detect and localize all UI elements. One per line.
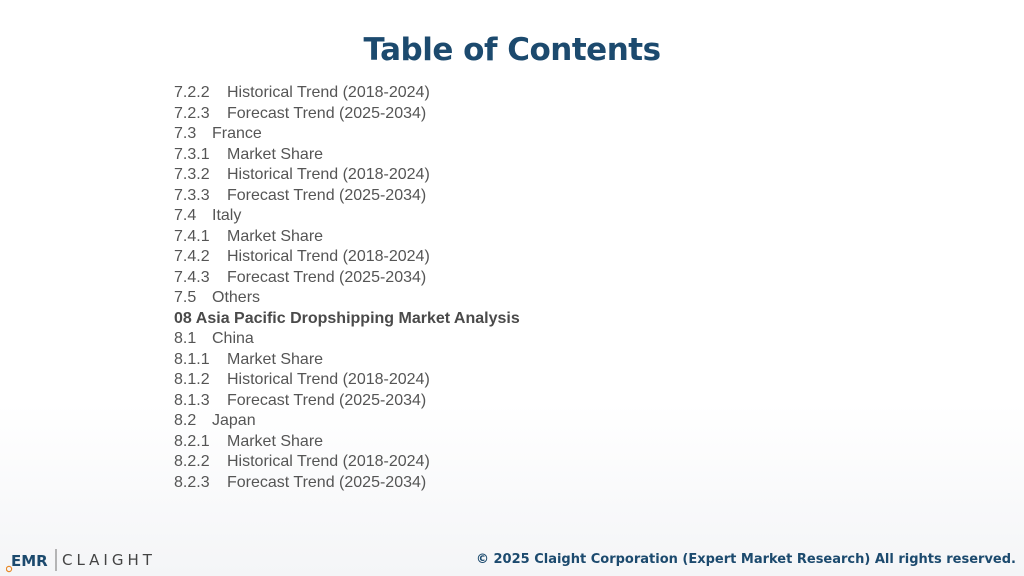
toc-entry: 8.2.1 Market Share — [174, 432, 520, 453]
toc-entry-title: Forecast Trend (2025-2034) — [227, 391, 427, 409]
toc-entry-title: Historical Trend (2018-2024) — [227, 453, 430, 470]
toc-entry: 7.3.3 Forecast Trend (2025-2034) — [174, 186, 520, 207]
toc-entry: 7.4.1 Market Share — [174, 227, 520, 248]
toc-entry-number: 7.2.3 — [174, 104, 210, 122]
emr-claight-logo: EMR CLAIGHT — [6, 549, 156, 573]
toc-entry-title: Forecast Trend (2025-2034) — [227, 268, 427, 286]
toc-entry: 8.2.2 Historical Trend (2018-2024) — [174, 452, 520, 473]
logo-dot-icon — [6, 565, 13, 573]
toc-entry-title: Japan — [212, 412, 256, 429]
toc-entry: 7.2.3 Forecast Trend (2025-2034) — [174, 104, 520, 125]
table-of-contents-list: 7.2.2 Historical Trend (2018-2024) 7.2.3 Fo… — [174, 83, 520, 493]
toc-entry: 8.1.3 Forecast Trend (2025-2034) — [174, 391, 520, 412]
toc-entry-title: Historical Trend (2018-2024) — [227, 166, 430, 183]
logo-claight-text: CLAIGHT — [62, 551, 156, 569]
toc-entry-title: Historical Trend (2018-2024) — [227, 84, 430, 101]
toc-entry-number: 7.3 — [174, 125, 197, 142]
toc-entry-number: 7.4.1 — [174, 227, 210, 245]
toc-section-heading: 08 Asia Pacific Dropshipping Market Analy… — [174, 309, 520, 330]
copyright-text: © 2025 Claight Corporation (Expert Marke… — [475, 552, 1016, 567]
toc-entry: 7.3.2 Historical Trend (2018-2024) — [174, 165, 520, 186]
toc-entry-number: 8.1.2 — [174, 371, 210, 388]
toc-entry-number: 8.2.3 — [174, 473, 210, 491]
logo-emr-text: EMR — [11, 552, 48, 570]
toc-entry-number: 8.2.2 — [174, 453, 210, 470]
toc-entry-title: Market Share — [227, 227, 324, 245]
toc-entry: 7.3.1 Market Share — [174, 145, 520, 166]
page-title: Table of Contents — [363, 32, 661, 68]
toc-entry-title: Asia Pacific Dropshipping Market Analysi… — [195, 309, 520, 327]
toc-entry: 7.4.3 Forecast Trend (2025-2034) — [174, 268, 520, 289]
toc-entry-title: Forecast Trend (2025-2034) — [227, 104, 427, 122]
toc-entry: 7.2.2 Historical Trend (2018-2024) — [174, 83, 520, 104]
toc-entry-number: 7.4 — [174, 207, 197, 224]
toc-entry-title: Forecast Trend (2025-2034) — [227, 186, 427, 204]
toc-entry-title: Historical Trend (2018-2024) — [227, 371, 430, 388]
toc-entry-number: 08 — [174, 309, 192, 327]
toc-entry-title: Historical Trend (2018-2024) — [227, 248, 430, 265]
toc-entry-number: 7.4.2 — [174, 248, 210, 265]
toc-entry-number: 8.2.1 — [174, 432, 210, 450]
toc-entry-number: 7.3.1 — [174, 145, 210, 163]
toc-entry: 7.4 Italy — [174, 206, 520, 227]
toc-entry: 8.2 Japan — [174, 411, 520, 432]
toc-entry: 8.2.3 Forecast Trend (2025-2034) — [174, 473, 520, 494]
toc-entry: 7.3 France — [174, 124, 520, 145]
toc-entry-title: Market Share — [227, 145, 324, 163]
toc-entry: 7.4.2 Historical Trend (2018-2024) — [174, 247, 520, 268]
toc-entry-number: 7.5 — [174, 289, 197, 306]
toc-entry: 8.1.2 Historical Trend (2018-2024) — [174, 370, 520, 391]
toc-entry-number: 7.3.3 — [174, 186, 210, 204]
toc-entry-number: 8.1 — [174, 330, 197, 347]
toc-entry-title: France — [212, 125, 262, 142]
toc-entry-title: Italy — [212, 207, 242, 224]
toc-entry: 8.1.1 Market Share — [174, 350, 520, 371]
toc-entry: 7.5 Others — [174, 288, 520, 309]
toc-entry-title: China — [212, 330, 254, 347]
toc-entry: 8.1 China — [174, 329, 520, 350]
toc-entry-number: 7.2.2 — [174, 84, 210, 101]
toc-entry-title: Others — [212, 289, 261, 306]
toc-entry-number: 8.1.3 — [174, 391, 210, 409]
toc-entry-number: 8.1.1 — [174, 350, 210, 368]
toc-entry-number: 8.2 — [174, 412, 197, 429]
toc-entry-title: Forecast Trend (2025-2034) — [227, 473, 427, 491]
toc-entry-title: Market Share — [227, 350, 324, 368]
toc-entry-title: Market Share — [227, 432, 324, 450]
toc-entry-number: 7.4.3 — [174, 268, 210, 286]
toc-entry-number: 7.3.2 — [174, 166, 210, 183]
